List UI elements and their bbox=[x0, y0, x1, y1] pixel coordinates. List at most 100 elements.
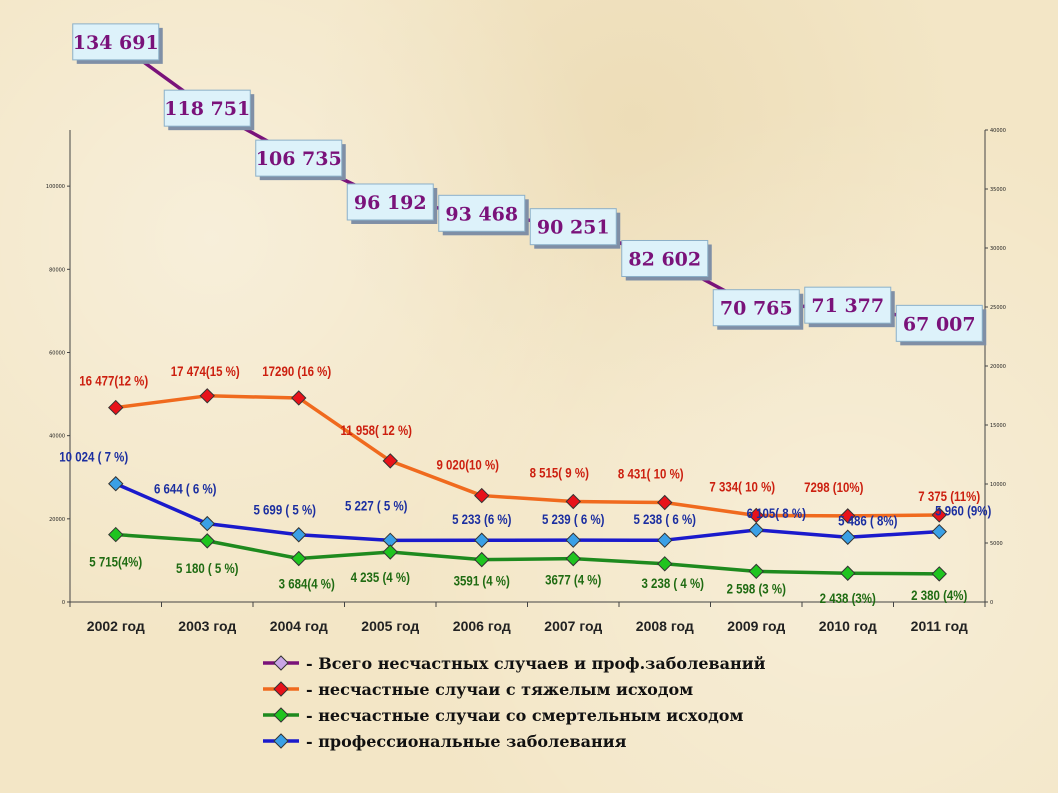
total-value-box: 118 751 bbox=[163, 89, 255, 131]
data-point bbox=[657, 494, 673, 511]
data-label: 4 235 (4 %) bbox=[351, 569, 410, 585]
box-face bbox=[346, 183, 434, 221]
x-tick-label: 2007 год bbox=[544, 618, 602, 634]
data-point bbox=[840, 508, 856, 524]
data-point bbox=[199, 388, 215, 404]
total-value-box: 90 251 bbox=[529, 208, 621, 249]
data-label: 5 486 ( 8%) bbox=[838, 512, 897, 528]
legend-marker bbox=[273, 655, 289, 671]
y-left-tick-label: 60000 bbox=[49, 350, 65, 356]
data-label: 5 960 (9%) bbox=[935, 503, 991, 519]
legend-item: - несчастные случаи со смертельным исход… bbox=[262, 702, 765, 728]
data-label: 16 477(12 %) bbox=[79, 372, 148, 388]
legend-label: - несчастные случаи со смертельным исход… bbox=[306, 705, 744, 725]
x-tick-label: 2008 год bbox=[636, 618, 694, 634]
x-tick-label: 2005 год bbox=[361, 618, 419, 634]
legend-swatch bbox=[263, 707, 299, 723]
data-point bbox=[382, 544, 398, 560]
data-point bbox=[748, 522, 764, 538]
y-right-tick-label: 20000 bbox=[990, 364, 1006, 370]
y-right-tick-label: 40000 bbox=[990, 128, 1006, 134]
data-label: 3 238 ( 4 %) bbox=[641, 575, 704, 591]
box-face bbox=[804, 286, 892, 324]
data-label: 17290 (16 %) bbox=[262, 363, 331, 379]
legend-item: - профессиональные заболевания bbox=[262, 728, 765, 754]
data-label: 5 233 (6 %) bbox=[452, 511, 511, 527]
total-value-label: 93 468 bbox=[445, 203, 518, 225]
x-tick-label: 2011 год bbox=[911, 618, 968, 634]
y-left-tick-label: 80000 bbox=[49, 267, 65, 273]
box-face bbox=[163, 89, 251, 127]
data-point bbox=[291, 390, 307, 406]
box-face bbox=[895, 304, 983, 342]
data-point bbox=[108, 526, 124, 543]
data-point bbox=[565, 493, 581, 510]
y-left-tick-label: 40000 bbox=[49, 434, 65, 440]
data-label: 9 020(10 %) bbox=[436, 456, 499, 472]
data-label: 10 024 ( 7 %) bbox=[59, 449, 128, 465]
total-value-label: 90 251 bbox=[537, 217, 610, 239]
x-tick-label: 2009 год bbox=[727, 618, 785, 634]
data-label: 6 644 ( 6 %) bbox=[154, 480, 217, 496]
total-value-box: 70 765 bbox=[712, 289, 804, 330]
data-label: 5 180 ( 5 %) bbox=[176, 560, 239, 576]
data-label: 2 438 (3%) bbox=[820, 590, 876, 606]
data-point bbox=[657, 532, 673, 548]
data-point bbox=[931, 566, 947, 582]
data-point bbox=[108, 476, 124, 492]
data-label: 5 699 ( 5 %) bbox=[253, 502, 316, 518]
data-label: 5 715(4%) bbox=[89, 553, 142, 569]
legend-label: - Всего несчастных случаев и проф.заболе… bbox=[306, 653, 766, 673]
y-left-tick-label: 0 bbox=[62, 600, 65, 606]
total-value-label: 134 691 bbox=[73, 32, 159, 54]
legend-label: - несчастные случаи с тяжелым исходом bbox=[306, 679, 694, 699]
data-point bbox=[474, 532, 490, 548]
y-right-tick-label: 35000 bbox=[990, 187, 1006, 193]
y-right-tick-label: 10000 bbox=[990, 482, 1006, 488]
data-label: 5 239 ( 6 %) bbox=[542, 511, 605, 527]
total-value-label: 106 735 bbox=[256, 148, 342, 170]
data-point bbox=[199, 533, 215, 549]
data-point bbox=[199, 515, 215, 532]
box-face bbox=[72, 23, 160, 61]
x-tick-label: 2004 год bbox=[270, 618, 328, 634]
box-face bbox=[712, 289, 800, 327]
total-value-label: 96 192 bbox=[354, 192, 427, 214]
data-label: 3677 (4 %) bbox=[545, 571, 601, 587]
data-label: 3591 (4 %) bbox=[454, 573, 510, 589]
chart-labels: 134 691 118 751 106 735 96 192 93 468 90 251 8… bbox=[59, 23, 991, 607]
legend-label: - профессиональные заболевания bbox=[306, 731, 627, 751]
data-point bbox=[565, 532, 581, 548]
total-value-box: 71 377 bbox=[804, 286, 895, 328]
total-value-box: 82 602 bbox=[621, 239, 712, 281]
legend-swatch bbox=[263, 733, 299, 749]
data-point bbox=[748, 563, 764, 580]
legend: - Всего несчастных случаев и проф.заболе… bbox=[262, 650, 765, 754]
data-label: 8 515( 9 %) bbox=[530, 464, 589, 480]
y-right-tick-label: 25000 bbox=[990, 305, 1006, 311]
legend-item: - Всего несчастных случаев и проф.заболе… bbox=[262, 650, 765, 676]
series-line bbox=[115, 532, 940, 576]
data-point bbox=[382, 453, 398, 469]
data-label: 7 334( 10 %) bbox=[709, 478, 775, 494]
data-point bbox=[291, 527, 307, 543]
data-label: 3 684(4 %) bbox=[279, 575, 335, 591]
box-face bbox=[255, 139, 343, 177]
box-face bbox=[529, 208, 617, 246]
legend-item: - несчастные случаи с тяжелым исходом bbox=[262, 676, 765, 702]
data-point bbox=[565, 550, 581, 567]
legend-marker bbox=[273, 681, 289, 697]
data-point bbox=[474, 487, 490, 504]
legend-marker bbox=[273, 733, 289, 749]
series-line bbox=[115, 394, 940, 518]
y-right-tick-label: 30000 bbox=[990, 246, 1006, 252]
total-value-label: 82 602 bbox=[628, 248, 701, 270]
data-label: 2 598 (3 %) bbox=[727, 580, 786, 596]
total-value-box: 67 007 bbox=[895, 304, 987, 346]
data-point bbox=[840, 565, 856, 581]
x-tick-label: 2003 год bbox=[178, 618, 236, 634]
box-face bbox=[438, 194, 526, 232]
data-label: 5 227 ( 5 %) bbox=[345, 497, 408, 513]
total-value-label: 67 007 bbox=[903, 313, 976, 335]
x-tick-label: 2006 год bbox=[453, 618, 511, 634]
